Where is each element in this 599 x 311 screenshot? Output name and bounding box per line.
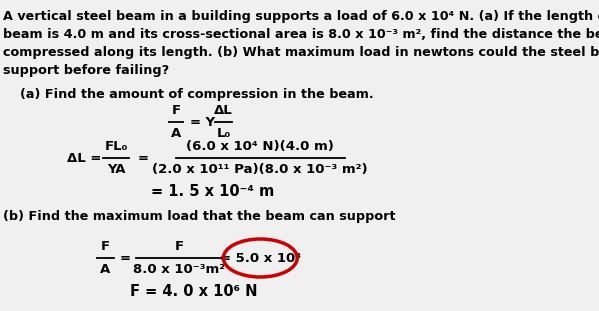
- Text: support before failing?: support before failing?: [3, 64, 169, 77]
- Text: compressed along its length. (b) What maximum load in newtons could the steel be: compressed along its length. (b) What ma…: [3, 46, 599, 59]
- Text: = 1. 5 x 10⁻⁴ m: = 1. 5 x 10⁻⁴ m: [151, 184, 274, 199]
- Text: YA: YA: [107, 163, 125, 176]
- Text: FL₀: FL₀: [104, 140, 128, 153]
- Text: = Y: = Y: [190, 115, 215, 128]
- Text: beam is 4.0 m and its cross-sectional area is 8.0 x 10⁻³ m², find the distance t: beam is 4.0 m and its cross-sectional ar…: [3, 28, 599, 41]
- Text: F = 4. 0 x 10⁶ N: F = 4. 0 x 10⁶ N: [130, 284, 258, 299]
- Text: = 5.0 x 10⁸: = 5.0 x 10⁸: [220, 252, 301, 264]
- Text: ΔL: ΔL: [214, 104, 233, 117]
- Text: (a) Find the amount of compression in the beam.: (a) Find the amount of compression in th…: [20, 88, 373, 101]
- Text: ΔL =: ΔL =: [67, 151, 101, 165]
- Text: F: F: [101, 240, 110, 253]
- Text: (2.0 x 10¹¹ Pa)(8.0 x 10⁻³ m²): (2.0 x 10¹¹ Pa)(8.0 x 10⁻³ m²): [153, 163, 368, 176]
- Text: F: F: [171, 104, 180, 117]
- Text: A: A: [171, 127, 181, 140]
- Text: L₀: L₀: [217, 127, 231, 140]
- Text: (6.0 x 10⁴ N)(4.0 m): (6.0 x 10⁴ N)(4.0 m): [186, 140, 334, 153]
- Text: 8.0 x 10⁻³m²: 8.0 x 10⁻³m²: [134, 263, 225, 276]
- Text: A vertical steel beam in a building supports a load of 6.0 x 10⁴ N. (a) If the l: A vertical steel beam in a building supp…: [3, 10, 599, 23]
- Text: =: =: [120, 252, 131, 264]
- Text: =: =: [137, 151, 148, 165]
- Text: A: A: [101, 263, 111, 276]
- Text: F: F: [175, 240, 184, 253]
- Text: (b) Find the maximum load that the beam can support: (b) Find the maximum load that the beam …: [3, 210, 395, 223]
